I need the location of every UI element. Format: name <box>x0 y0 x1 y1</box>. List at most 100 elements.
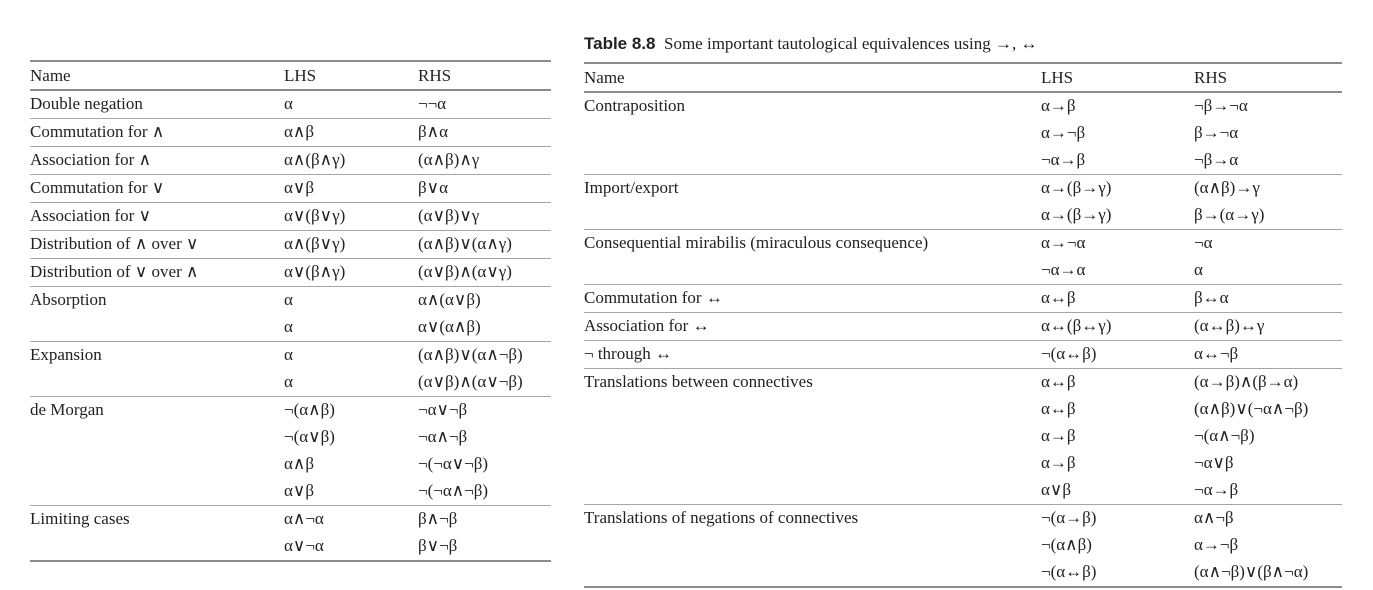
table-header: Name LHS RHS <box>30 60 551 91</box>
row-name-cell: Commutation for ∧ <box>30 118 284 147</box>
row-name-cell: Association for ∧ <box>30 146 284 175</box>
row-rhs-cell: α→¬β <box>1194 535 1239 554</box>
table-row: α∨β ¬(¬α∧¬β) <box>30 478 551 506</box>
row-lhs-cell: ¬(α∧β) <box>1041 535 1092 554</box>
row-rhs-cell: ¬β→α <box>1194 150 1239 169</box>
table-caption-label: Table 8.8 <box>584 34 656 53</box>
row-rhs-cell: (α∧β)→γ <box>1194 174 1342 202</box>
header-name: Name <box>30 60 284 91</box>
table-row: ¬α→α α <box>584 257 1342 285</box>
header-rhs: RHS <box>418 60 551 91</box>
table-body: Contraposition α→β ¬β→¬α α→¬β β→¬α ¬α→β ¬β→α Im… <box>584 92 1342 588</box>
table-row: ¬(α∧β) α→¬β <box>584 532 1342 559</box>
row-rhs-cell: (α↔β)↔γ <box>1194 312 1342 341</box>
table-row: Consequential mirabilis (miraculous cons… <box>584 229 1342 257</box>
table-row: α α∨(α∧β) <box>30 314 551 342</box>
row-name-cell: de Morgan <box>30 396 284 424</box>
row-name-cell: Absorption <box>30 286 284 314</box>
row-name-cell: Double negation <box>30 94 143 113</box>
table-row: Commutation for ↔ α↔β β↔α <box>584 284 1342 313</box>
row-name-cell <box>584 477 1041 505</box>
table-row: α→β ¬(α∧¬β) <box>584 423 1342 450</box>
table-row: Commutation for ∨ α∨β β∨α <box>30 174 551 203</box>
table-row: de Morgan ¬(α∧β) ¬α∨¬β <box>30 396 551 424</box>
table-row: α∧β ¬(¬α∨¬β) <box>30 451 551 478</box>
table-caption: Table 8.8 Some important tautological eq… <box>584 34 1037 54</box>
row-name-cell <box>584 120 1041 147</box>
table-row: Absorption α α∧(α∨β) <box>30 286 551 314</box>
row-name-cell <box>584 450 1041 477</box>
row-rhs-cell: (α∧β)∨(α∧γ) <box>418 230 551 259</box>
row-name-cell: Expansion <box>30 341 284 369</box>
row-name-cell: Distribution of ∧ over ∨ <box>30 230 284 259</box>
row-rhs-cell: (α∨β)∧(α∨γ) <box>418 258 551 287</box>
row-name-cell: ¬ through ↔ <box>584 340 1041 369</box>
row-lhs-cell: α→(β→γ) <box>1041 174 1194 202</box>
table-row: ¬ through ↔ ¬(α↔β) α↔¬β <box>584 340 1342 369</box>
table-row: ¬(α↔β) (α∧¬β)∨(β∧¬α) <box>584 559 1342 588</box>
row-name-cell: Contraposition <box>584 96 686 115</box>
row-rhs-cell: (α∨β)∨γ <box>418 202 551 231</box>
row-rhs-cell: β↔α <box>1194 284 1342 313</box>
table-row: Commutation for ∧ α∧β β∧α <box>30 118 551 147</box>
row-lhs-cell: α→β <box>1041 96 1076 115</box>
row-lhs-cell: ¬(α→β) <box>1041 504 1194 532</box>
row-lhs-cell: α↔β <box>1041 368 1194 396</box>
table-body: Double negation α ¬¬α Commutation for ∧ α∧β β… <box>30 90 551 562</box>
header-lhs: LHS <box>1041 62 1194 93</box>
row-rhs-cell: ¬(α∧¬β) <box>1194 426 1255 445</box>
header-lhs: LHS <box>284 60 418 91</box>
equivalences-table-left: Name LHS RHS Double negation α ¬¬α Commutat… <box>30 60 551 562</box>
row-lhs-cell: α∨β <box>284 174 418 203</box>
table-row: α→¬β β→¬α <box>584 120 1342 147</box>
header-name: Name <box>584 62 1041 93</box>
table-header: Name LHS RHS <box>584 62 1342 93</box>
table-row: Double negation α ¬¬α <box>30 90 551 119</box>
row-name-cell <box>30 533 284 562</box>
table-row: Import/export α→(β→γ) (α∧β)→γ <box>584 174 1342 202</box>
row-lhs-cell: α∨β <box>284 481 314 500</box>
row-name-cell <box>584 257 1041 285</box>
row-name-cell <box>584 532 1041 559</box>
equivalences-table-right: Name LHS RHS Contraposition α→β ¬β→¬α α→¬β β… <box>584 62 1342 588</box>
table-row: ¬α→β ¬β→α <box>584 147 1342 175</box>
row-rhs-cell: ¬¬α <box>418 94 447 113</box>
row-rhs-cell: β→(α→γ) <box>1194 205 1265 224</box>
row-name-cell <box>30 424 284 451</box>
row-name-cell: Distribution of ∨ over ∧ <box>30 258 284 287</box>
row-lhs-cell: α↔β <box>1041 399 1076 418</box>
table-row: α∨β ¬α→β <box>584 477 1342 505</box>
row-rhs-cell: α∨(α∧β) <box>418 317 481 336</box>
row-name-cell <box>30 314 284 342</box>
row-lhs-cell: α→¬β <box>1041 123 1086 142</box>
row-name-cell: Association for ∨ <box>30 202 284 231</box>
table-row: Association for ∧ α∧(β∧γ) (α∧β)∧γ <box>30 146 551 175</box>
row-lhs-cell: α∨(β∧γ) <box>284 258 418 287</box>
row-lhs-cell: ¬(α↔β) <box>1041 340 1194 369</box>
row-name-cell <box>584 396 1041 423</box>
row-lhs-cell: α→β <box>1041 426 1076 445</box>
table-row: α→(β→γ) β→(α→γ) <box>584 202 1342 230</box>
row-name-cell: Limiting cases <box>30 505 284 533</box>
row-lhs-cell: α∧β <box>284 454 314 473</box>
row-rhs-cell: α↔¬β <box>1194 340 1342 369</box>
row-rhs-cell: α <box>1194 260 1203 279</box>
row-rhs-cell: α∧(α∨β) <box>418 286 551 314</box>
row-name-cell: Translations between connectives <box>584 368 1041 396</box>
row-rhs-cell: β∧¬β <box>418 505 551 533</box>
row-lhs-cell: ¬α→β <box>1041 150 1086 169</box>
row-rhs-cell: (α∨β)∧(α∨¬β) <box>418 372 523 391</box>
row-name-cell: Association for ↔ <box>584 312 1041 341</box>
row-name-cell: Commutation for ↔ <box>584 284 1041 313</box>
row-lhs-cell: α∧β <box>284 118 418 147</box>
table-row: Distribution of ∧ over ∨ α∧(β∨γ) (α∧β)∨(α∧… <box>30 230 551 259</box>
table-row: α∨¬α β∨¬β <box>30 533 551 562</box>
header-rhs: RHS <box>1194 62 1342 93</box>
row-rhs-cell: (α∧β)∨(¬α∧¬β) <box>1194 399 1309 418</box>
row-rhs-cell: β∨α <box>418 174 551 203</box>
table-row: Association for ↔ α↔(β↔γ) (α↔β)↔γ <box>584 312 1342 341</box>
row-lhs-cell: ¬(α↔β) <box>1041 559 1194 588</box>
row-rhs-cell: ¬(¬α∧¬β) <box>418 481 489 500</box>
table-row: Translations of negations of connectives… <box>584 504 1342 532</box>
row-rhs-cell: ¬β→¬α <box>1194 96 1248 115</box>
